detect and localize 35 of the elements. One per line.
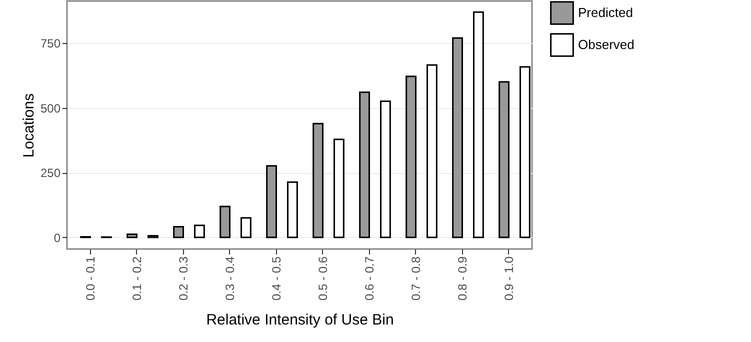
bar xyxy=(334,138,344,238)
bar xyxy=(173,226,184,238)
legend-label: Predicted xyxy=(578,5,633,20)
x-tick-label: 0.8 - 0.9 xyxy=(455,256,470,301)
bar xyxy=(220,206,230,238)
x-tick-label: 0.7 - 0.8 xyxy=(408,256,423,301)
bar xyxy=(240,217,252,238)
bar xyxy=(126,233,138,238)
bar xyxy=(194,224,205,238)
bar xyxy=(520,66,530,238)
bar xyxy=(406,76,416,238)
x-tick-label: 0.4 - 0.5 xyxy=(269,256,284,301)
y-tick-label: 500 xyxy=(40,101,61,116)
x-tick-label: 0.0 - 0.1 xyxy=(83,256,98,301)
legend-label: Observed xyxy=(578,37,634,52)
y-axis-title: Locations xyxy=(20,93,38,158)
y-tick-label: 750 xyxy=(40,36,61,50)
bar xyxy=(473,11,484,238)
y-tick-label: 0 xyxy=(54,230,61,245)
bar xyxy=(380,100,391,238)
x-tick-label: 0.3 - 0.4 xyxy=(222,256,237,301)
x-axis-title: Relative Intensity of Use Bin xyxy=(206,312,394,329)
x-tick-label: 0.2 - 0.3 xyxy=(176,256,190,301)
bar xyxy=(287,181,298,238)
bar xyxy=(266,165,277,238)
x-tick-label: 0.5 - 0.6 xyxy=(316,256,330,301)
bar xyxy=(498,81,510,238)
x-tick-label: 0.9 - 1.0 xyxy=(502,256,516,301)
x-tick-label: 0.1 - 0.2 xyxy=(130,256,144,301)
x-tick-label: 0.6 - 0.7 xyxy=(362,256,376,301)
bar xyxy=(312,122,324,238)
bar xyxy=(426,64,438,238)
y-tick-label: 250 xyxy=(40,166,61,180)
bar xyxy=(452,37,463,238)
bar xyxy=(359,91,370,238)
